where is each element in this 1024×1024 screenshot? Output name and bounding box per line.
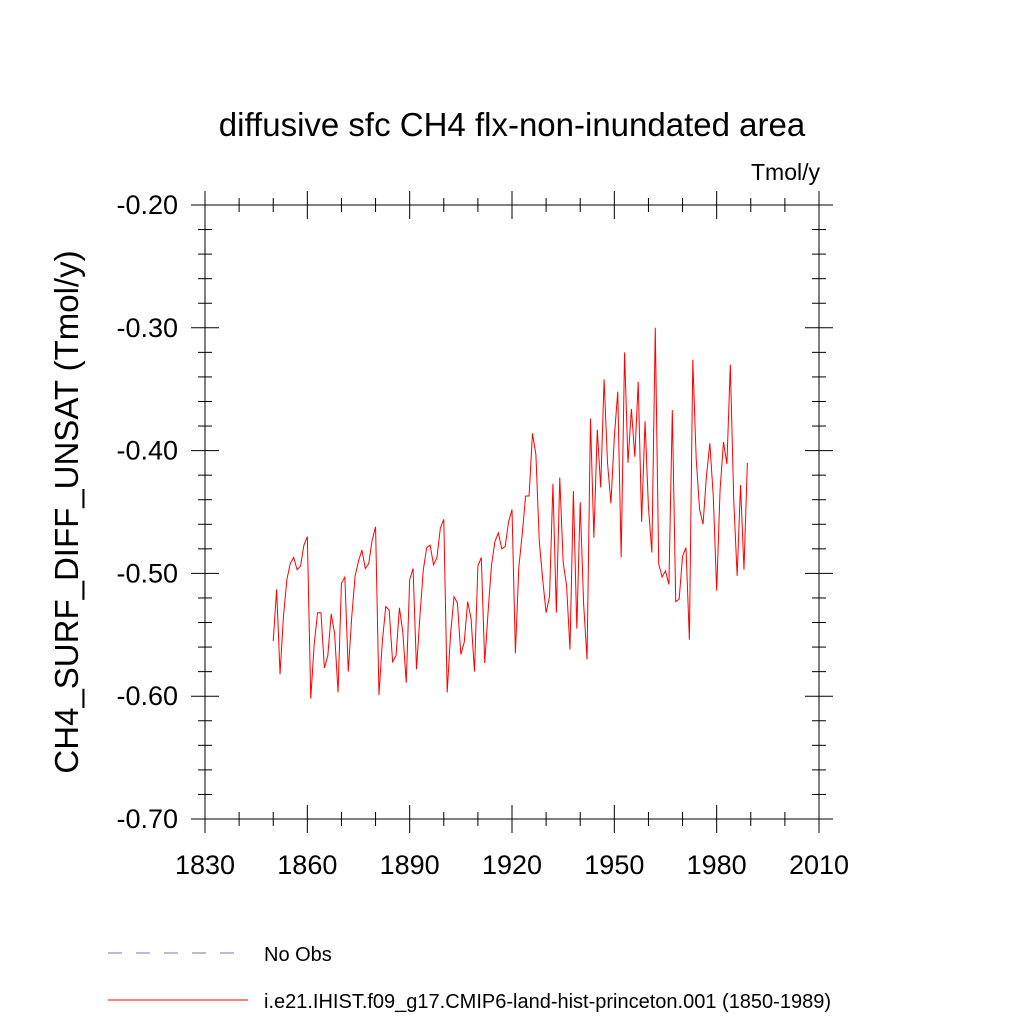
legend-label-model-run: i.e21.IHIST.f09_g17.CMIP6-land-hist-prin…: [264, 991, 831, 1013]
x-tick-label: 2010: [789, 850, 849, 880]
series-line-model-run: [272, 327, 748, 699]
axes: 1830 1860 1890 1920 1950 1980 2010 -0.70 -0.60 -0…: [116, 190, 849, 880]
x-tick-label: 1860: [277, 850, 337, 880]
y-tick-label: -0.30: [116, 313, 178, 343]
y-tick-label: -0.40: [116, 436, 178, 466]
legend-label-no-obs: No Obs: [264, 944, 332, 966]
plot-frame: [204, 204, 820, 820]
legend: No Obs i.e21.IHIST.f09_g17.CMIP6-land-hi…: [108, 944, 831, 1013]
x-tick-label: 1830: [175, 850, 235, 880]
x-tick-label: 1890: [380, 850, 440, 880]
x-tick-label: 1920: [482, 850, 542, 880]
units-label: Tmol/y: [751, 159, 821, 185]
series-layer: [272, 327, 748, 699]
y-tick-label: -0.50: [116, 558, 178, 588]
chart-title: diffusive sfc CH4 flx-non-inundated area: [219, 106, 806, 143]
y-tick-label: -0.60: [116, 681, 178, 711]
y-tick-label: -0.70: [116, 804, 178, 834]
y-tick-label: -0.20: [116, 190, 178, 220]
y-axis-label: CH4_SURF_DIFF_UNSAT (Tmol/y): [48, 250, 85, 773]
x-tick-label: 1980: [687, 850, 747, 880]
x-tick-label: 1950: [584, 850, 644, 880]
